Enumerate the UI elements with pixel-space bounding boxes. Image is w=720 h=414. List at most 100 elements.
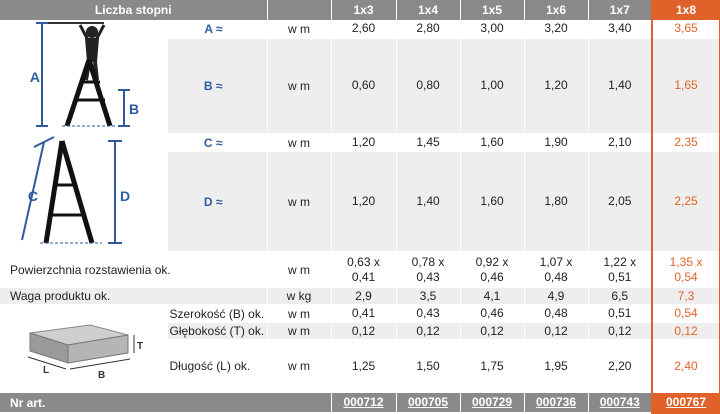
label-depth: Głębokość (T) ok. [167,322,268,341]
row-depth: Głębokość (T) ok. w m 0,12 0,12 0,12 0,1… [0,322,720,341]
cell: 2,60 [331,20,397,39]
cell: 1,75 [460,339,525,393]
letter-b-box: B [98,370,105,381]
box-dimensions-illustration: T L B [0,304,168,393]
cell: 1,20 [331,151,397,252]
letter-t: T [137,341,143,352]
cell-highlighted: 3,65 [651,20,720,39]
unit: w m [267,322,332,341]
cell: 1,20 [524,38,589,135]
cell: 1,20 [331,133,397,152]
unit: w m [267,339,332,393]
label-c: C ≈ [167,133,268,152]
cell: 0,60 [331,38,397,135]
article-number-link[interactable]: 000705 [396,392,461,413]
unit: w m [267,20,332,39]
cell: 0,63 x 0,41 [331,251,397,288]
row-width: T L B Szerokość (B) ok. w m 0,41 0,43 0,… [0,304,720,393]
cell: 1,25 [331,339,397,393]
article-number-link-highlighted[interactable]: 000767 [651,392,720,414]
cell: 1,00 [460,38,525,135]
row-area: Powierzchnia rozstawienia ok. w m 0,63 x… [0,251,720,288]
label-d: D ≈ [167,151,268,252]
cell: 1,50 [396,339,461,393]
cell: 1,07 x 0,48 [524,251,589,288]
article-number-link[interactable]: 000743 [588,392,653,413]
cell: 1,60 [460,151,525,252]
cell: 0,41 [331,304,397,324]
cell: 1,40 [396,151,461,252]
cell: 1,95 [524,339,589,393]
cell: 0,12 [460,322,525,341]
col-header: 1x6 [524,0,589,20]
cell: 0,92 x 0,46 [460,251,525,288]
cell: 2,20 [588,339,653,393]
cell-highlighted: 2,35 [651,133,720,152]
header-title: Liczba stopni [0,0,268,20]
label-weight: Waga produktu ok. [0,287,268,305]
label-b: B ≈ [167,38,268,135]
cell: 2,10 [588,133,653,152]
cell-highlighted: 0,12 [651,322,720,341]
cell: 3,00 [460,20,525,39]
letter-l: L [43,365,49,376]
cell: 3,20 [524,20,589,39]
row-d: D ≈ w m 1,20 1,40 1,60 1,80 2,05 2,25 [0,151,720,252]
cell: 0,12 [396,322,461,341]
unit: w m [267,133,332,152]
col-header-highlighted: 1x8 [651,0,720,20]
cell-highlighted: 1,65 [651,38,720,135]
unit: w m [267,151,332,252]
cell: 1,22 x 0,51 [588,251,653,288]
row-article-number: Nr art. 000712 000705 000729 000736 0007… [0,392,720,414]
label-length: Długość (L) ok. [167,339,268,393]
cell-highlighted: 7,3 [651,287,720,305]
cell-highlighted: 2,25 [651,151,720,252]
cell: 1,45 [396,133,461,152]
cell: 0,51 [588,304,653,324]
cell: 6,5 [588,287,653,305]
row-length: Długość (L) ok. w m 1,25 1,50 1,75 1,95 … [0,339,720,393]
header-unit-blank [267,0,332,20]
cell-highlighted: 0,54 [651,304,720,324]
col-header: 1x3 [331,0,397,20]
cell: 0,43 [396,304,461,324]
cell: 2,9 [331,287,397,305]
cell: 3,5 [396,287,461,305]
unit: w m [267,251,332,288]
cell: 1,80 [524,151,589,252]
article-number-link[interactable]: 000736 [524,392,589,413]
row-c: C D C ≈ w m 1,20 1,45 1,60 1,90 2,10 2 [0,133,720,252]
label-a: A ≈ [167,20,268,39]
col-header: 1x7 [588,0,653,20]
cell: 0,12 [524,322,589,341]
cell: 0,12 [331,322,397,341]
label-article-number: Nr art. [0,392,332,413]
letter-c: C [28,188,38,204]
label-area: Powierzchnia rozstawienia ok. [0,251,268,288]
ladder-c-d-illustration: C D [0,133,168,252]
cell: 1,90 [524,133,589,152]
label-width: Szerokość (B) ok. [167,304,268,324]
letter-a: A [30,69,40,85]
cell: 2,80 [396,20,461,39]
letter-d: D [120,188,130,204]
ladder-a-b-illustration: A B [0,20,168,134]
header-row: Liczba stopni 1x3 1x4 1x5 1x6 1x7 1x8 [0,0,720,20]
row-a: A B A ≈ [0,20,720,134]
cell: 0,46 [460,304,525,324]
letter-b: B [129,101,139,117]
cell: 0,78 x 0,43 [396,251,461,288]
cell-highlighted: 1,35 x 0,54 [651,251,720,288]
row-b: B ≈ w m 0,60 0,80 1,00 1,20 1,40 1,65 [0,38,720,135]
article-number-link[interactable]: 000729 [460,392,525,413]
col-header: 1x5 [460,0,525,20]
unit: w kg [267,287,332,305]
cell-highlighted: 2,40 [651,339,720,393]
cell: 1,40 [588,38,653,135]
cell: 4,1 [460,287,525,305]
cell: 2,05 [588,151,653,252]
article-number-link[interactable]: 000712 [331,392,397,413]
cell: 0,80 [396,38,461,135]
